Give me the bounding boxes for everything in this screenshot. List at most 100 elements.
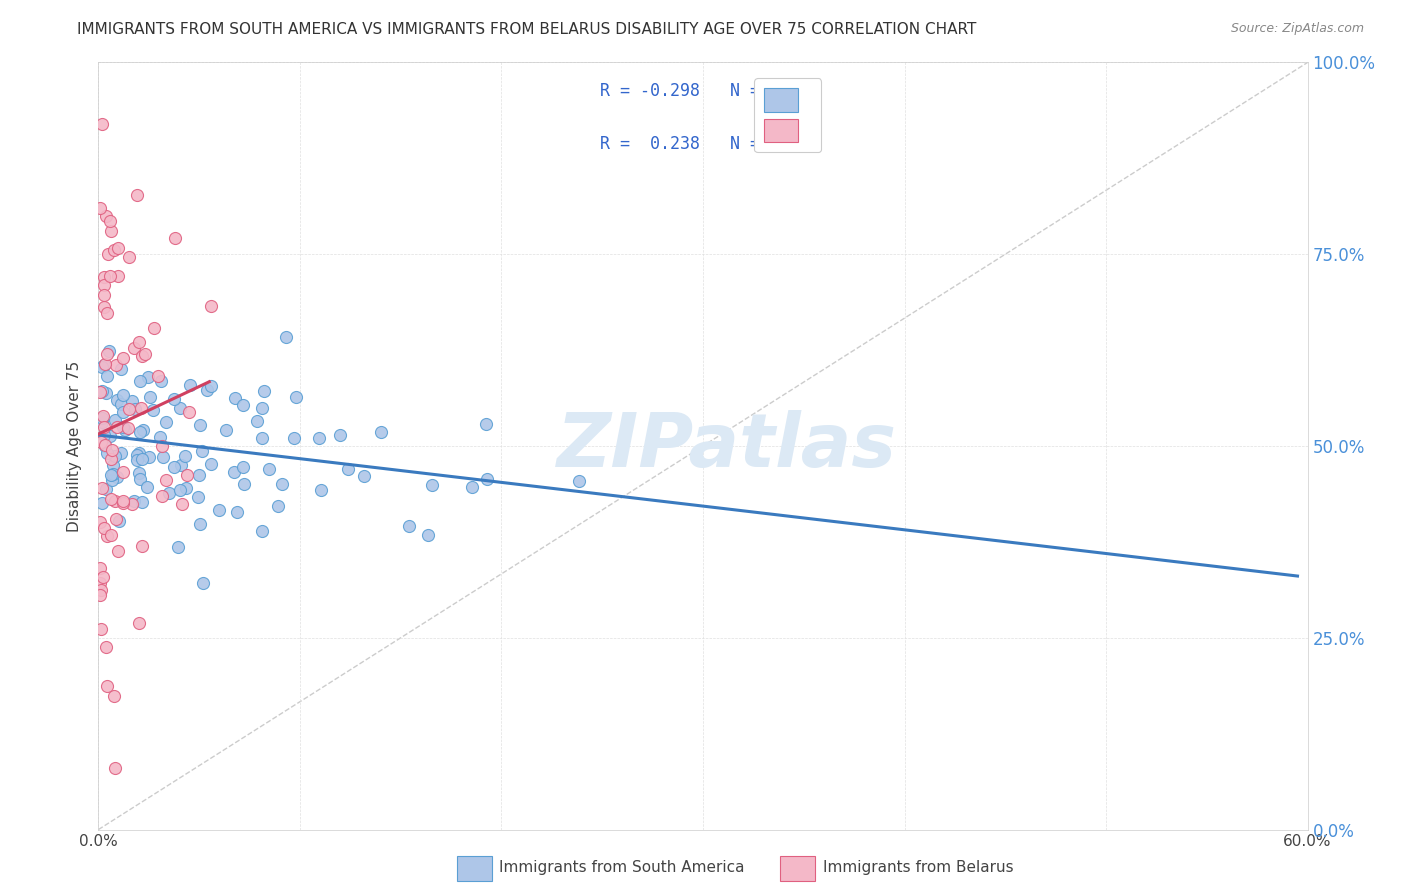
Point (232, 398, 254, 412)
Point (128, 425, 150, 439)
Point (105, 512, 128, 526)
Point (112, 496, 135, 510)
Point (93, 278, 115, 293)
Point (100, 224, 122, 238)
Point (134, 346, 156, 360)
Point (122, 493, 145, 508)
Point (131, 452, 153, 467)
Point (128, 615, 150, 630)
Point (89, 588, 111, 602)
Text: R = -0.298   N = 103: R = -0.298 N = 103 (600, 81, 800, 100)
Point (94, 357, 117, 371)
Point (104, 450, 127, 464)
Point (253, 384, 276, 398)
Point (131, 349, 153, 363)
Point (97, 247, 120, 261)
Point (96, 347, 118, 361)
Point (233, 476, 256, 491)
Point (353, 468, 375, 483)
Point (308, 431, 330, 445)
Point (94, 640, 117, 654)
Point (329, 428, 352, 442)
Point (103, 761, 125, 775)
Point (118, 402, 141, 417)
Point (132, 423, 155, 437)
Point (200, 299, 222, 313)
Point (129, 401, 152, 415)
Point (176, 468, 198, 483)
Point (475, 472, 498, 486)
Point (94, 482, 117, 496)
Point (93, 300, 115, 314)
Point (163, 460, 186, 475)
Point (107, 269, 129, 284)
Point (93, 358, 115, 372)
Point (118, 250, 141, 264)
Point (283, 431, 305, 445)
Text: Immigrants from South America: Immigrants from South America (499, 861, 745, 875)
Point (91, 117, 114, 131)
Point (110, 446, 132, 460)
Point (337, 462, 360, 476)
Point (208, 503, 231, 517)
Point (169, 401, 191, 416)
Point (142, 320, 165, 334)
Point (125, 448, 148, 462)
Point (311, 483, 333, 497)
Point (274, 330, 297, 344)
Point (252, 401, 274, 415)
Point (114, 423, 136, 437)
Text: ZIPatlas: ZIPatlas (557, 409, 897, 483)
Point (90, 583, 112, 598)
Point (128, 472, 150, 486)
Point (96, 528, 118, 542)
Legend: , : , (754, 78, 821, 153)
Point (169, 483, 191, 498)
Point (97, 343, 120, 358)
Point (136, 480, 159, 494)
Point (461, 480, 484, 494)
Point (163, 392, 186, 407)
Point (101, 443, 124, 458)
Point (128, 334, 150, 349)
Point (121, 497, 143, 511)
Point (398, 519, 420, 533)
Point (103, 244, 125, 258)
Point (188, 467, 211, 482)
Point (91, 411, 114, 425)
Point (108, 514, 131, 528)
Point (112, 465, 135, 479)
Point (128, 467, 150, 481)
Point (157, 486, 180, 500)
Point (124, 402, 146, 417)
Point (127, 187, 149, 202)
Point (131, 494, 153, 508)
Point (187, 490, 209, 504)
Point (104, 494, 127, 508)
Point (122, 341, 145, 355)
Point (257, 462, 280, 476)
Point (91, 415, 114, 429)
Point (98, 429, 121, 443)
Point (104, 413, 127, 427)
Point (142, 403, 165, 417)
Point (139, 391, 162, 405)
Point (105, 358, 128, 372)
Point (138, 450, 160, 464)
Text: R =  0.238   N =  71: R = 0.238 N = 71 (600, 136, 800, 153)
Point (136, 370, 159, 384)
Point (174, 449, 197, 463)
Point (105, 393, 128, 408)
Point (91, 384, 114, 399)
Y-axis label: Disability Age Over 75: Disability Age Over 75 (67, 360, 83, 532)
Point (96, 679, 118, 693)
Point (112, 420, 135, 434)
Point (111, 387, 134, 401)
Point (100, 467, 122, 482)
Point (129, 374, 152, 388)
Point (101, 458, 124, 473)
Point (195, 384, 218, 398)
Point (96, 446, 118, 460)
Point (121, 394, 143, 409)
Text: Immigrants from Belarus: Immigrants from Belarus (823, 861, 1014, 875)
